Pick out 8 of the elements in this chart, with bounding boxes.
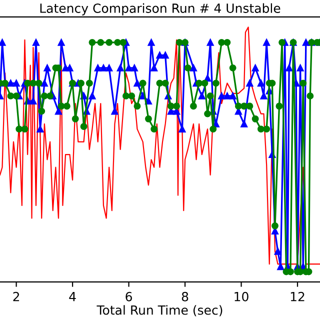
x-tick-label: 12 <box>290 292 304 302</box>
x-axis-title: Total Run Time (sec) <box>96 305 222 316</box>
x-tick-label: 6 <box>126 292 132 302</box>
x-tick-label: 8 <box>182 292 188 302</box>
x-tick-label: 4 <box>69 292 76 302</box>
x-tick-label: 10 <box>234 292 248 302</box>
x-tick-label: 2 <box>13 292 20 302</box>
chart-title: Latency Comparison Run # 4 Unstable <box>40 3 280 16</box>
